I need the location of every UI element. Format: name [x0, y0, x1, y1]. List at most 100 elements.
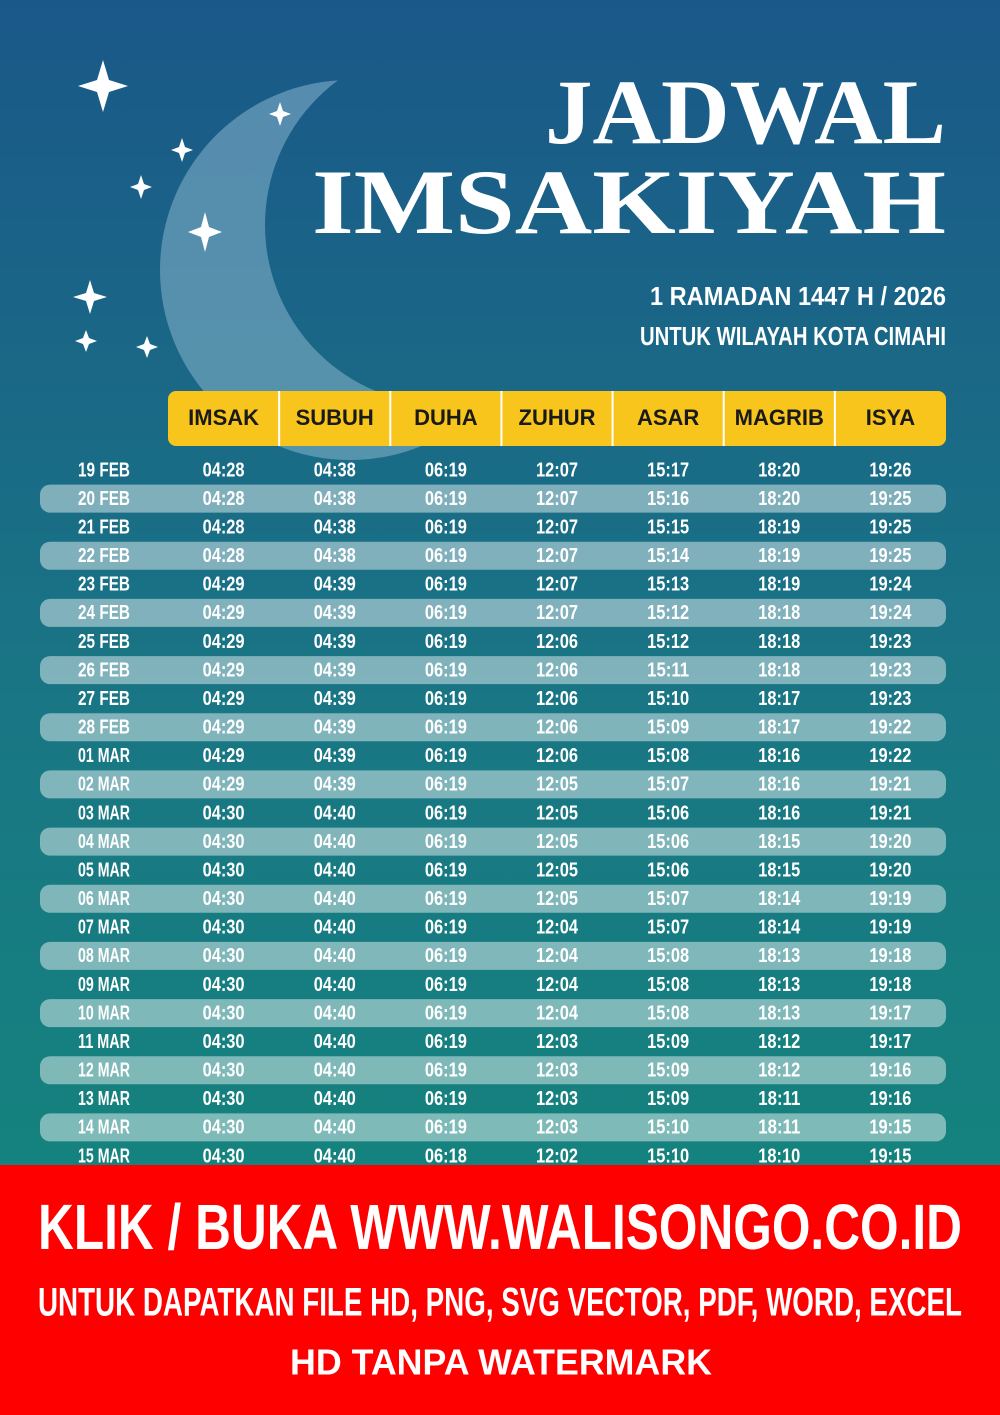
time-cell: 15:06	[647, 859, 689, 881]
time-cell: 04:39	[314, 774, 356, 796]
date-cell: 13 MAR	[78, 1088, 130, 1110]
time-cell: 06:19	[425, 516, 467, 538]
time-cell: 04:30	[203, 831, 245, 853]
time-cell: 04:39	[314, 631, 356, 653]
time-cell: 06:19	[425, 831, 467, 853]
time-cell: 15:08	[647, 1002, 689, 1024]
time-cell: 06:19	[425, 1031, 467, 1053]
row-stripe	[40, 770, 946, 799]
date-cell: 14 MAR	[78, 1117, 130, 1139]
time-cell: 04:40	[314, 974, 356, 996]
banner	[0, 1165, 1000, 1415]
time-cell: 19:24	[869, 602, 912, 624]
time-cell: 06:19	[425, 802, 467, 824]
time-cell: 06:19	[425, 717, 467, 739]
time-cell: 06:19	[425, 688, 467, 710]
date-cell: 26 FEB	[78, 659, 130, 681]
date-cell: 23 FEB	[78, 574, 130, 596]
time-cell: 04:39	[314, 659, 356, 681]
time-cell: 19:18	[869, 974, 911, 996]
time-cell: 15:10	[647, 1117, 689, 1139]
time-cell: 06:19	[425, 459, 467, 481]
column-header: ISYA	[866, 405, 915, 430]
time-cell: 15:10	[647, 1145, 689, 1167]
column-header: DUHA	[414, 405, 478, 430]
time-cell: 06:19	[425, 888, 467, 910]
time-cell: 15:09	[647, 1088, 689, 1110]
time-cell: 06:19	[425, 1088, 467, 1110]
time-cell: 04:28	[203, 516, 245, 538]
time-cell: 12:03	[536, 1060, 578, 1082]
time-cell: 04:29	[203, 602, 245, 624]
row-stripe	[40, 941, 946, 970]
time-cell: 04:40	[314, 802, 356, 824]
time-cell: 04:38	[314, 459, 356, 481]
row-stripe	[40, 484, 946, 513]
time-cell: 12:02	[536, 1145, 578, 1167]
time-cell: 19:18	[869, 945, 911, 967]
row-stripe	[40, 884, 946, 913]
time-cell: 12:03	[536, 1117, 578, 1139]
date-cell: 12 MAR	[78, 1060, 130, 1082]
time-cell: 18:18	[758, 631, 800, 653]
time-cell: 15:13	[647, 574, 689, 596]
time-cell: 04:40	[314, 945, 356, 967]
time-cell: 12:06	[536, 688, 578, 710]
date-cell: 07 MAR	[78, 917, 130, 939]
time-cell: 15:07	[647, 888, 689, 910]
table: IMSAK SUBUH DUHA ZUHUR ASAR MAGRIB ISYA 19 FEB 0…	[40, 391, 946, 1167]
time-cell: 04:30	[203, 1002, 245, 1024]
time-cell: 04:29	[203, 745, 245, 767]
column-header: ASAR	[637, 405, 699, 430]
date-cell: 01 MAR	[78, 745, 130, 767]
time-cell: 12:04	[536, 917, 579, 939]
time-cell: 06:19	[425, 574, 467, 596]
time-cell: 15:09	[647, 717, 689, 739]
time-cell: 04:29	[203, 659, 245, 681]
date-cell: 11 MAR	[78, 1031, 130, 1053]
banner-line2: UNTUK DAPATKAN FILE HD, PNG, SVG VECTOR,…	[38, 1281, 962, 1325]
time-cell: 04:29	[203, 631, 245, 653]
time-cell: 04:40	[314, 831, 356, 853]
time-cell: 19:16	[869, 1060, 911, 1082]
time-cell: 12:07	[536, 459, 578, 481]
time-cell: 04:40	[314, 859, 356, 881]
time-cell: 19:19	[869, 917, 911, 939]
time-cell: 12:04	[536, 974, 579, 996]
time-cell: 06:19	[425, 917, 467, 939]
time-cell: 12:05	[536, 888, 578, 910]
time-cell: 18:19	[758, 516, 800, 538]
time-cell: 18:13	[758, 974, 800, 996]
time-cell: 18:20	[758, 459, 800, 481]
row-stripe	[40, 541, 946, 570]
time-cell: 12:07	[536, 602, 578, 624]
column-header: MAGRIB	[735, 405, 824, 430]
date-cell: 09 MAR	[78, 974, 130, 996]
time-cell: 18:18	[758, 602, 800, 624]
time-cell: 06:19	[425, 1002, 467, 1024]
time-cell: 12:07	[536, 516, 578, 538]
time-cell: 18:12	[758, 1031, 800, 1053]
time-cell: 04:39	[314, 745, 356, 767]
date-cell: 03 MAR	[78, 802, 130, 824]
time-cell: 04:29	[203, 717, 245, 739]
time-cell: 06:19	[425, 1060, 467, 1082]
time-cell: 15:12	[647, 631, 689, 653]
date-cell: 27 FEB	[78, 688, 130, 710]
time-cell: 15:11	[647, 659, 689, 681]
time-cell: 15:12	[647, 602, 689, 624]
time-cell: 06:19	[425, 974, 467, 996]
time-cell: 06:19	[425, 745, 467, 767]
time-cell: 06:18	[425, 1145, 467, 1167]
time-cell: 04:38	[314, 545, 356, 567]
time-cell: 19:17	[869, 1002, 911, 1024]
time-cell: 15:07	[647, 774, 689, 796]
time-cell: 06:19	[425, 631, 467, 653]
time-cell: 18:11	[758, 1117, 800, 1139]
time-cell: 04:40	[314, 1031, 356, 1053]
time-cell: 15:09	[647, 1060, 689, 1082]
date-cell: 10 MAR	[78, 1002, 130, 1024]
time-cell: 15:07	[647, 917, 689, 939]
time-cell: 04:30	[203, 888, 245, 910]
